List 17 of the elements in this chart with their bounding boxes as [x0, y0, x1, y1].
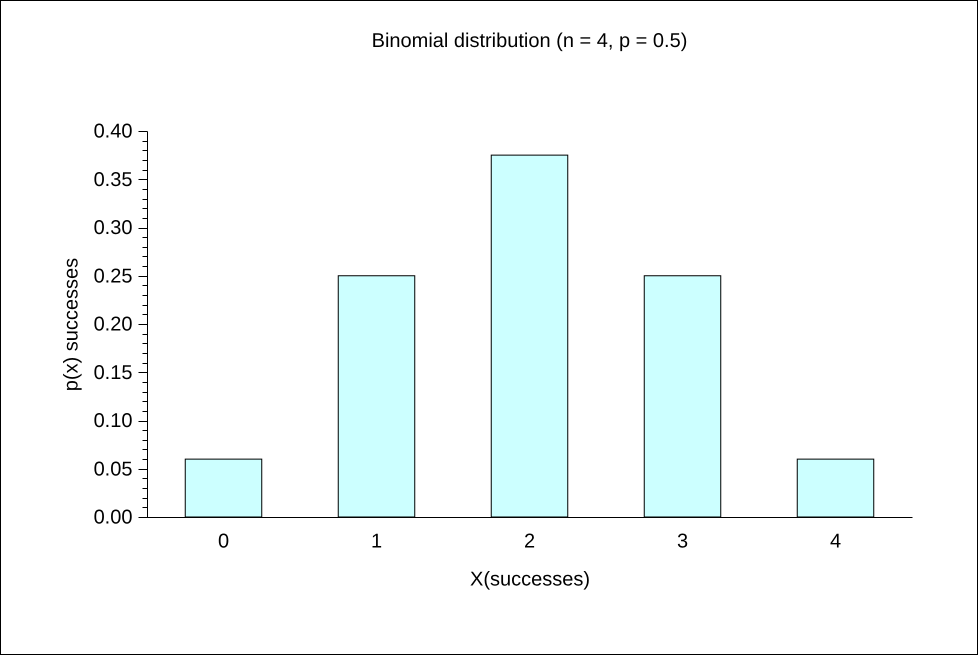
y-tick-label: 0.40 [94, 120, 132, 142]
y-tick-label: 0.05 [94, 458, 132, 480]
y-axis-title: p(x) successes [60, 258, 83, 392]
y-tick-label: 0.20 [94, 314, 132, 336]
x-tick-label: 0 [218, 530, 230, 552]
x-tick-label: 1 [370, 530, 382, 552]
y-tick-label: 0.15 [94, 362, 132, 384]
x-axis-title: X(successes) [470, 568, 590, 590]
y-tick-label: 0.35 [94, 168, 132, 191]
y-tick-label: 0.10 [94, 410, 132, 432]
x-tick-label: 3 [676, 530, 688, 552]
y-tick-label: 0.25 [94, 265, 132, 288]
x-tick-label: 2 [524, 530, 536, 552]
y-tick-label: 0.00 [94, 506, 132, 528]
y-tick-label: 0.30 [94, 217, 132, 239]
chart-title: Binomial distribution (n = 4, p = 0.5) [372, 30, 688, 52]
x-tick-label: 4 [830, 530, 842, 552]
